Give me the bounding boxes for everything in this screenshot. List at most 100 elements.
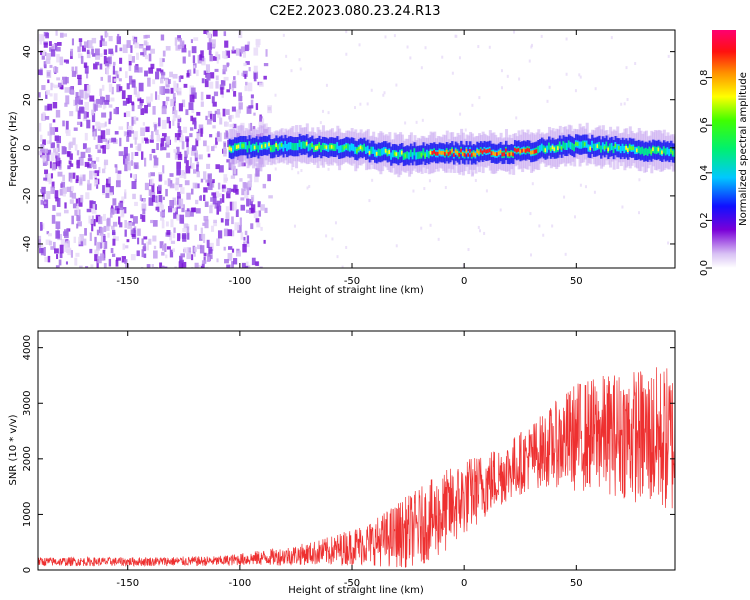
heat-cell bbox=[452, 153, 456, 157]
heat-cell bbox=[630, 146, 634, 151]
heat-cell bbox=[454, 34, 457, 38]
heat-cell bbox=[183, 83, 188, 88]
heat-cell bbox=[134, 164, 138, 169]
heat-cell bbox=[177, 191, 181, 199]
heat-cell bbox=[353, 106, 356, 110]
heat-cell bbox=[84, 84, 89, 91]
heat-cell bbox=[100, 123, 106, 128]
heat-cell bbox=[655, 146, 659, 155]
heat-cell bbox=[73, 236, 77, 244]
heat-cell bbox=[433, 149, 437, 154]
heat-cell bbox=[199, 233, 203, 241]
heat-cell bbox=[38, 34, 44, 42]
heat-cell bbox=[251, 143, 255, 151]
heat-cell bbox=[223, 186, 227, 193]
heat-cell bbox=[228, 246, 233, 250]
heat-cell bbox=[51, 181, 55, 188]
heat-cell bbox=[363, 143, 367, 151]
heat-cell bbox=[191, 109, 195, 113]
heat-cell bbox=[116, 208, 120, 214]
heat-cell bbox=[64, 102, 68, 107]
heat-cell bbox=[229, 83, 232, 90]
heat-cell bbox=[293, 143, 297, 151]
heat-cell bbox=[91, 109, 95, 116]
heat-cell bbox=[625, 66, 628, 70]
heat-cell bbox=[53, 84, 59, 89]
heat-cell bbox=[529, 212, 532, 216]
heat-cell bbox=[143, 137, 148, 141]
heat-cell bbox=[227, 253, 233, 261]
heat-cell bbox=[530, 45, 533, 49]
heat-cell bbox=[160, 211, 165, 217]
heat-cell bbox=[119, 222, 123, 228]
heat-cell bbox=[166, 152, 171, 158]
heat-cell bbox=[126, 121, 129, 130]
heat-cell bbox=[431, 150, 435, 155]
heat-cell bbox=[50, 82, 53, 91]
heat-cell bbox=[247, 180, 252, 188]
heat-cell bbox=[212, 179, 215, 184]
heat-cell bbox=[164, 101, 168, 105]
heat-cell bbox=[60, 84, 64, 90]
heat-cell bbox=[110, 225, 115, 230]
heat-cell bbox=[42, 49, 46, 56]
heat-cell bbox=[143, 236, 148, 240]
heat-cell bbox=[208, 50, 212, 55]
heat-cell bbox=[103, 49, 108, 55]
heat-cell bbox=[330, 144, 334, 149]
heat-cell bbox=[176, 168, 181, 176]
heat-cell bbox=[123, 112, 127, 118]
heat-cell bbox=[503, 152, 507, 157]
heat-cell bbox=[137, 143, 142, 152]
heat-cell bbox=[259, 142, 263, 150]
heat-cell bbox=[220, 218, 224, 223]
heat-cell bbox=[418, 151, 422, 159]
heat-cell bbox=[150, 192, 156, 198]
heat-cell bbox=[91, 48, 95, 55]
heat-cell bbox=[193, 246, 197, 252]
heat-cell bbox=[650, 150, 654, 154]
heat-cell bbox=[186, 192, 191, 200]
heat-cell bbox=[226, 159, 231, 163]
heat-cell bbox=[114, 236, 119, 241]
heat-cell bbox=[578, 73, 581, 77]
heat-cell bbox=[359, 145, 363, 150]
heat-cell bbox=[44, 51, 47, 56]
heat-cell bbox=[233, 76, 236, 80]
heat-cell bbox=[384, 35, 387, 39]
heat-cell bbox=[162, 196, 165, 200]
heat-cell bbox=[312, 144, 316, 153]
heat-cell bbox=[483, 148, 487, 153]
heat-cell bbox=[179, 75, 184, 79]
heat-cell bbox=[95, 144, 98, 149]
heat-cell bbox=[143, 40, 148, 46]
figure-title: C2E2.2023.080.23.24.R13 bbox=[269, 4, 440, 19]
heat-cell bbox=[321, 109, 324, 113]
heat-cell bbox=[99, 88, 102, 96]
heat-cell bbox=[206, 163, 211, 169]
heat-cell bbox=[240, 232, 244, 240]
heat-cell bbox=[130, 130, 134, 134]
heat-cell bbox=[145, 126, 150, 133]
heat-cell bbox=[110, 97, 115, 102]
heat-cell bbox=[146, 264, 150, 268]
heat-cell bbox=[52, 119, 56, 123]
heat-cell bbox=[464, 128, 467, 132]
heat-cell bbox=[253, 210, 258, 219]
heat-cell bbox=[235, 184, 238, 192]
heat-cell bbox=[391, 150, 395, 158]
heat-cell bbox=[80, 121, 83, 127]
heat-cell bbox=[85, 266, 89, 268]
heat-cell bbox=[86, 84, 91, 94]
heat-cell bbox=[546, 99, 549, 103]
heat-cell bbox=[164, 142, 170, 148]
heat-cell bbox=[151, 264, 154, 268]
heat-cell bbox=[57, 82, 62, 88]
heat-cell bbox=[76, 206, 80, 210]
heat-cell bbox=[492, 151, 496, 156]
heat-cell bbox=[52, 205, 56, 211]
heat-cell bbox=[334, 143, 338, 152]
heat-cell bbox=[177, 87, 182, 96]
heat-cell bbox=[244, 74, 247, 79]
heat-cell bbox=[345, 52, 348, 56]
